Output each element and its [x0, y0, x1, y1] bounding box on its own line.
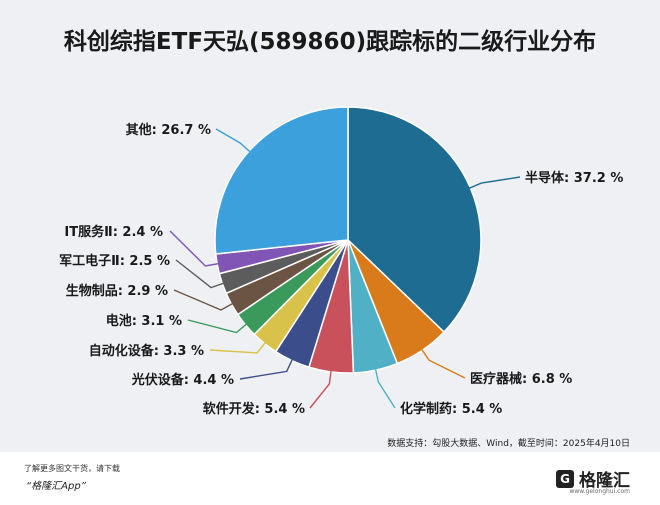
- leader-line-3: [309, 358, 334, 409]
- slice-label-9: IT服务Ⅱ: 2.4 %: [64, 224, 163, 240]
- leader-line-9: [169, 230, 231, 267]
- footer-app-name: “格隆汇App”: [26, 481, 86, 492]
- leader-line-8: [175, 259, 236, 289]
- leader-line-0: [457, 176, 521, 194]
- data-source: 数据支持：勾股大数据、Wind，截至时间：2025年4月10日: [387, 439, 630, 449]
- footer-bar: [0, 452, 660, 505]
- slice-label-0: 半导体: 37.2 %: [525, 170, 623, 186]
- leader-line-6: [187, 315, 257, 334]
- leader-line-7: [173, 289, 244, 311]
- slice-label-4: 光伏设备: 4.4 %: [131, 372, 234, 388]
- slice-label-5: 自动化设备: 3.3 %: [89, 343, 204, 359]
- footer-note: 了解更多图文干货，请下载: [24, 464, 120, 473]
- slice-label-8: 军工电子Ⅱ: 2.5 %: [59, 253, 170, 269]
- brand-logo: G 格隆汇: [556, 466, 630, 491]
- brand-name: 格隆汇: [579, 471, 630, 491]
- slice-label-7: 生物制品: 2.9 %: [66, 283, 168, 299]
- brand-icon: G: [556, 469, 574, 488]
- leader-line-4: [239, 348, 299, 380]
- leader-line-1: [414, 338, 466, 379]
- brand-url: www.gelonghui.com: [569, 488, 630, 495]
- slice-label-1: 医疗器械: 6.8 %: [470, 371, 572, 387]
- leader-line-5: [209, 332, 274, 354]
- slice-label-3: 软件开发: 5.4 %: [203, 401, 305, 417]
- slice-label-2: 化学制药: 5.4 %: [400, 401, 502, 417]
- pie-slice-10: [214, 106, 349, 255]
- leader-line-10: [215, 128, 260, 161]
- slice-label-6: 电池: 3.1 %: [106, 313, 182, 329]
- slice-label-10: 其他: 26.7 %: [126, 122, 211, 138]
- leader-line-2: [372, 356, 396, 409]
- chart-title: 科创综指ETF天弘(589860)跟踪标的二级行业分布: [63, 29, 597, 55]
